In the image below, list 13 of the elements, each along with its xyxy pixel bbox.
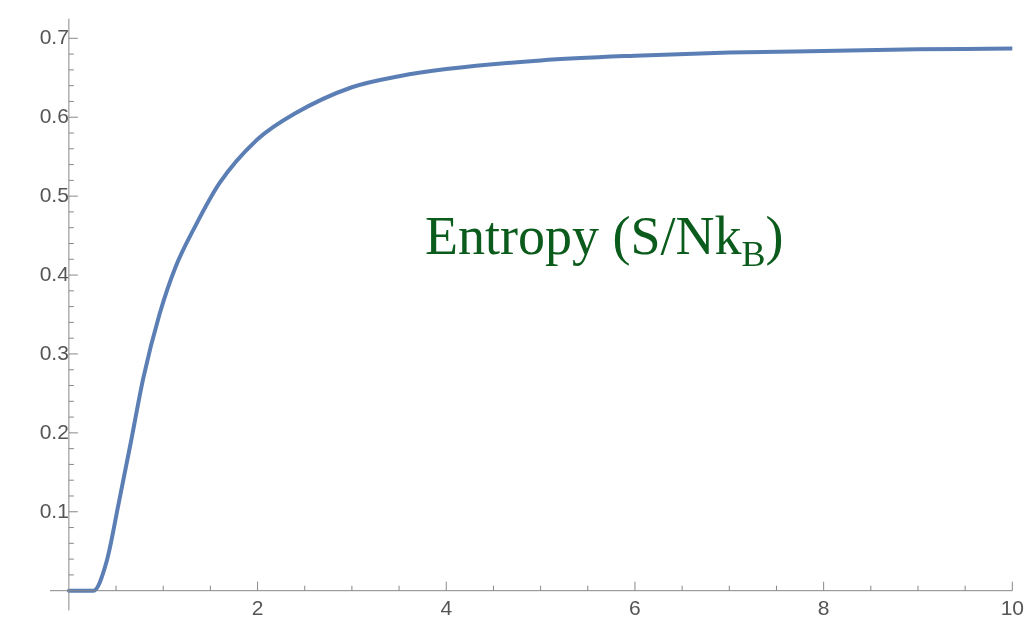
- y-tick-label: 0.7: [39, 25, 69, 49]
- y-tick-label: 0.5: [39, 182, 69, 206]
- annotation: Entropy (S/Nk$_{B}$): [425, 205, 784, 275]
- y-tick-label: 0.6: [39, 104, 69, 128]
- y-tick-label: 0.1: [39, 498, 69, 522]
- x-tick-label: 2: [251, 596, 264, 620]
- x-tick-label: 6: [629, 596, 641, 620]
- y-tick-label: 0.3: [39, 340, 69, 364]
- y-tick-label: 0.4: [39, 261, 70, 285]
- x-tick-label: 4: [440, 596, 453, 620]
- y-tick-label: 0.2: [39, 419, 69, 443]
- x-tick-label: 10: [1000, 596, 1024, 620]
- x-tick-label: 8: [817, 596, 830, 620]
